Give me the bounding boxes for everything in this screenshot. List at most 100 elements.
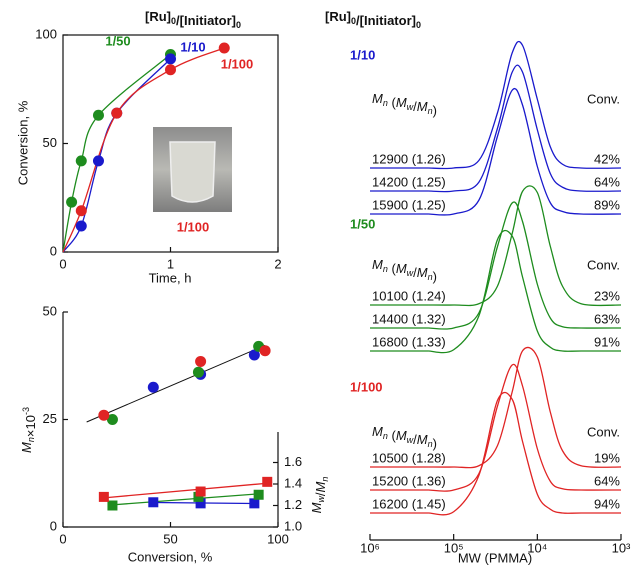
row-label: 10500 (1.28) xyxy=(372,450,446,465)
sec-trace xyxy=(428,87,622,216)
x-tick-label: 0 xyxy=(59,256,66,271)
row-conversion: 19% xyxy=(594,450,620,465)
row-conversion: 91% xyxy=(594,334,620,349)
column-header: Conv. xyxy=(587,91,620,106)
text-part: ( xyxy=(388,95,397,110)
text-part: ] xyxy=(167,9,171,24)
point xyxy=(98,409,110,421)
text-part: ) xyxy=(433,269,437,284)
inset-photo xyxy=(153,127,232,212)
row-conversion: 64% xyxy=(594,473,620,488)
row-conversion: 63% xyxy=(594,311,620,326)
fit-line xyxy=(86,344,266,423)
text-part: n xyxy=(428,439,433,449)
text-part: / xyxy=(413,265,417,280)
text-part: 0 xyxy=(236,20,241,30)
text-part: M xyxy=(417,265,428,280)
x-tick-label: 10⁴ xyxy=(527,540,547,555)
text-part: [Ru xyxy=(325,9,347,24)
y-axis-label: Mn×10-3 xyxy=(19,407,38,453)
text-part: ( xyxy=(388,428,397,443)
text-part: ] xyxy=(232,13,236,28)
text-part: n xyxy=(428,106,433,116)
x-tick-label: 50 xyxy=(163,531,177,546)
x-tick-label: 10³ xyxy=(612,540,631,555)
y-tick-label: 50 xyxy=(43,303,57,318)
text-part: n xyxy=(320,477,330,482)
text-part: 0 xyxy=(171,16,176,26)
point xyxy=(195,355,207,367)
text-part: 0 xyxy=(416,20,421,30)
group-label: 1/10 xyxy=(350,47,375,62)
y-tick-label: 0 xyxy=(50,518,57,533)
point xyxy=(92,109,104,121)
text-part: M xyxy=(313,481,328,492)
square-point xyxy=(148,497,159,508)
row-label: 15200 (1.36) xyxy=(372,473,446,488)
legend-label: 1/50 xyxy=(105,33,130,48)
point xyxy=(111,107,123,119)
group-label: 1/50 xyxy=(350,216,375,231)
point xyxy=(66,196,78,208)
x-axis-label: MW (PMMA) xyxy=(458,550,532,565)
sec-trace xyxy=(428,346,622,469)
y2-axis-label: Mw/Mn xyxy=(309,477,330,514)
chart-title: [Ru]0/[Initiator]0 xyxy=(325,9,421,30)
text-part: w xyxy=(407,435,414,445)
square-point xyxy=(262,476,273,487)
text-part: / xyxy=(413,432,417,447)
x-tick-label: 10⁵ xyxy=(444,540,464,555)
text-part: ( xyxy=(388,261,397,276)
column-header: Conv. xyxy=(587,257,620,272)
y-tick-label: 50 xyxy=(43,135,57,150)
text-part: n xyxy=(428,272,433,282)
text-part: / xyxy=(313,492,328,496)
text-part: M xyxy=(372,91,383,106)
column-header: Mn (Mw/Mn) xyxy=(372,257,437,284)
text-part: n xyxy=(26,437,36,442)
group-label: 1/100 xyxy=(350,379,383,394)
text-part: 10 xyxy=(23,415,38,429)
y2-tick-label: 1.6 xyxy=(284,454,302,469)
text-part: M xyxy=(19,442,34,453)
text-part: w xyxy=(407,102,414,112)
y-tick-label: 25 xyxy=(43,411,57,426)
sec-trace xyxy=(428,64,622,193)
fit-line xyxy=(103,482,268,499)
column-header: Mn (Mw/Mn) xyxy=(372,424,437,451)
x-axis-label: Conversion, % xyxy=(128,549,213,564)
row-label: 14200 (1.25) xyxy=(372,174,446,189)
text-part: ] xyxy=(412,13,416,28)
row-conversion: 64% xyxy=(594,174,620,189)
x-tick-label: 10⁶ xyxy=(360,540,380,555)
text-part: /[Initiator xyxy=(176,13,232,28)
text-part: / xyxy=(413,99,417,114)
sec-trace xyxy=(428,40,622,170)
y2-tick-label: 1.0 xyxy=(284,518,302,533)
point xyxy=(248,349,260,361)
text-part: n xyxy=(383,98,388,108)
inset-label: 1/100 xyxy=(177,219,210,234)
point xyxy=(75,220,87,232)
point xyxy=(165,53,176,65)
legend-label: 1/10 xyxy=(180,39,205,54)
text-part: M xyxy=(417,432,428,447)
y-tick-label: 0 xyxy=(50,243,57,258)
text-part: ) xyxy=(433,436,437,451)
row-label: 16200 (1.45) xyxy=(372,496,446,511)
sec-trace xyxy=(428,363,622,492)
row-label: 14400 (1.32) xyxy=(372,311,446,326)
point xyxy=(147,381,159,393)
y-tick-label: 100 xyxy=(35,26,57,41)
text-part: 0 xyxy=(351,16,356,26)
point xyxy=(259,345,271,357)
point xyxy=(106,414,118,425)
x-tick-label: 1 xyxy=(167,256,174,271)
square-point xyxy=(249,498,260,509)
legend-label: 1/100 xyxy=(221,56,254,71)
text-part: M xyxy=(372,257,383,272)
row-label: 15900 (1.25) xyxy=(372,197,446,212)
text-part: M xyxy=(396,428,407,443)
text-part: n xyxy=(383,431,388,441)
